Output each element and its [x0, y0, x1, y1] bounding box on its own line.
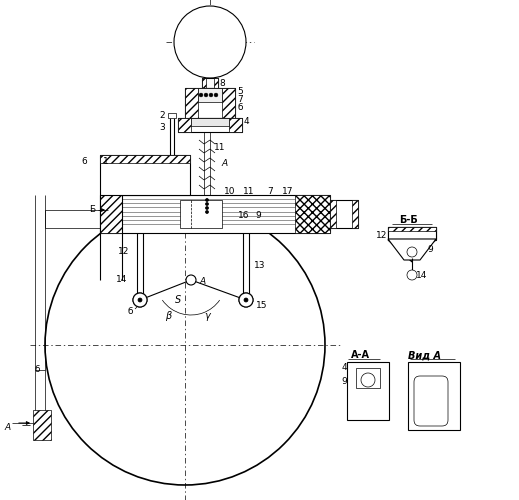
Circle shape — [361, 373, 375, 387]
Text: 2: 2 — [159, 110, 165, 120]
Text: А: А — [200, 278, 206, 286]
Text: 12: 12 — [376, 232, 388, 240]
Text: 11: 11 — [243, 186, 255, 196]
Text: 7: 7 — [237, 96, 243, 104]
Circle shape — [199, 93, 203, 97]
Bar — [100, 155, 190, 163]
Text: 11: 11 — [214, 144, 226, 152]
Bar — [178, 118, 242, 132]
Bar — [222, 88, 235, 118]
Bar — [388, 227, 436, 240]
Circle shape — [186, 275, 196, 285]
Bar — [100, 195, 122, 233]
Circle shape — [45, 205, 325, 485]
Text: β: β — [165, 311, 171, 321]
Text: 9: 9 — [427, 246, 433, 254]
Circle shape — [206, 202, 209, 205]
Text: —: — — [21, 422, 31, 430]
Text: 9: 9 — [255, 210, 261, 220]
Circle shape — [239, 293, 253, 307]
Text: γ: γ — [204, 311, 210, 321]
Text: 12: 12 — [118, 248, 130, 256]
Bar — [214, 78, 218, 88]
Bar — [185, 88, 235, 118]
Text: Б-Б: Б-Б — [399, 215, 417, 225]
Text: 7: 7 — [267, 186, 273, 196]
Text: 5: 5 — [237, 88, 243, 96]
Text: 1: 1 — [103, 158, 109, 166]
Bar — [178, 118, 191, 132]
Circle shape — [204, 93, 208, 97]
Circle shape — [407, 270, 417, 280]
Text: 10: 10 — [224, 186, 236, 196]
Text: 14: 14 — [116, 276, 128, 284]
Text: 4: 4 — [243, 118, 249, 126]
Bar — [388, 227, 436, 239]
Bar — [191, 118, 229, 126]
Bar — [408, 362, 460, 430]
Bar — [202, 78, 206, 88]
Text: А-А: А-А — [350, 350, 370, 360]
Circle shape — [174, 6, 246, 78]
Bar — [180, 200, 222, 228]
Bar — [202, 78, 218, 88]
Polygon shape — [388, 239, 436, 260]
Circle shape — [214, 93, 218, 97]
Polygon shape — [388, 240, 436, 262]
Circle shape — [138, 298, 142, 302]
Text: Б: Б — [89, 206, 95, 214]
Bar — [100, 195, 330, 233]
Bar — [100, 155, 190, 195]
Circle shape — [209, 93, 213, 97]
Text: 14: 14 — [416, 270, 428, 280]
Circle shape — [206, 198, 209, 202]
Text: 9: 9 — [341, 378, 347, 386]
Text: S: S — [175, 295, 181, 305]
Circle shape — [239, 293, 253, 307]
Bar — [33, 410, 51, 440]
Text: б: б — [237, 104, 243, 112]
Bar — [330, 200, 358, 228]
Text: А: А — [5, 422, 11, 432]
Bar — [229, 118, 242, 132]
Bar — [168, 113, 176, 118]
Bar — [198, 88, 222, 102]
Circle shape — [244, 298, 248, 302]
Text: 6: 6 — [81, 158, 87, 166]
Text: 3: 3 — [159, 124, 165, 132]
Bar — [330, 200, 336, 228]
Text: б: б — [34, 366, 40, 374]
Circle shape — [206, 210, 209, 214]
FancyBboxPatch shape — [414, 376, 448, 426]
Text: 13: 13 — [254, 260, 266, 270]
Text: A: A — [222, 158, 228, 168]
Circle shape — [133, 293, 147, 307]
Bar — [356, 368, 380, 388]
Bar — [185, 88, 198, 118]
Bar — [347, 362, 389, 420]
Bar — [388, 227, 436, 231]
Text: 8: 8 — [219, 78, 225, 88]
Bar — [388, 227, 436, 232]
Bar — [295, 195, 330, 233]
Circle shape — [133, 293, 147, 307]
Text: Вид А: Вид А — [407, 350, 441, 360]
Text: 4: 4 — [341, 364, 347, 372]
Text: 16: 16 — [238, 210, 250, 220]
Circle shape — [206, 206, 209, 210]
Circle shape — [407, 247, 417, 257]
Text: 17: 17 — [282, 186, 294, 196]
Text: б: б — [127, 308, 133, 316]
Text: 15: 15 — [256, 302, 268, 310]
Bar — [352, 200, 358, 228]
